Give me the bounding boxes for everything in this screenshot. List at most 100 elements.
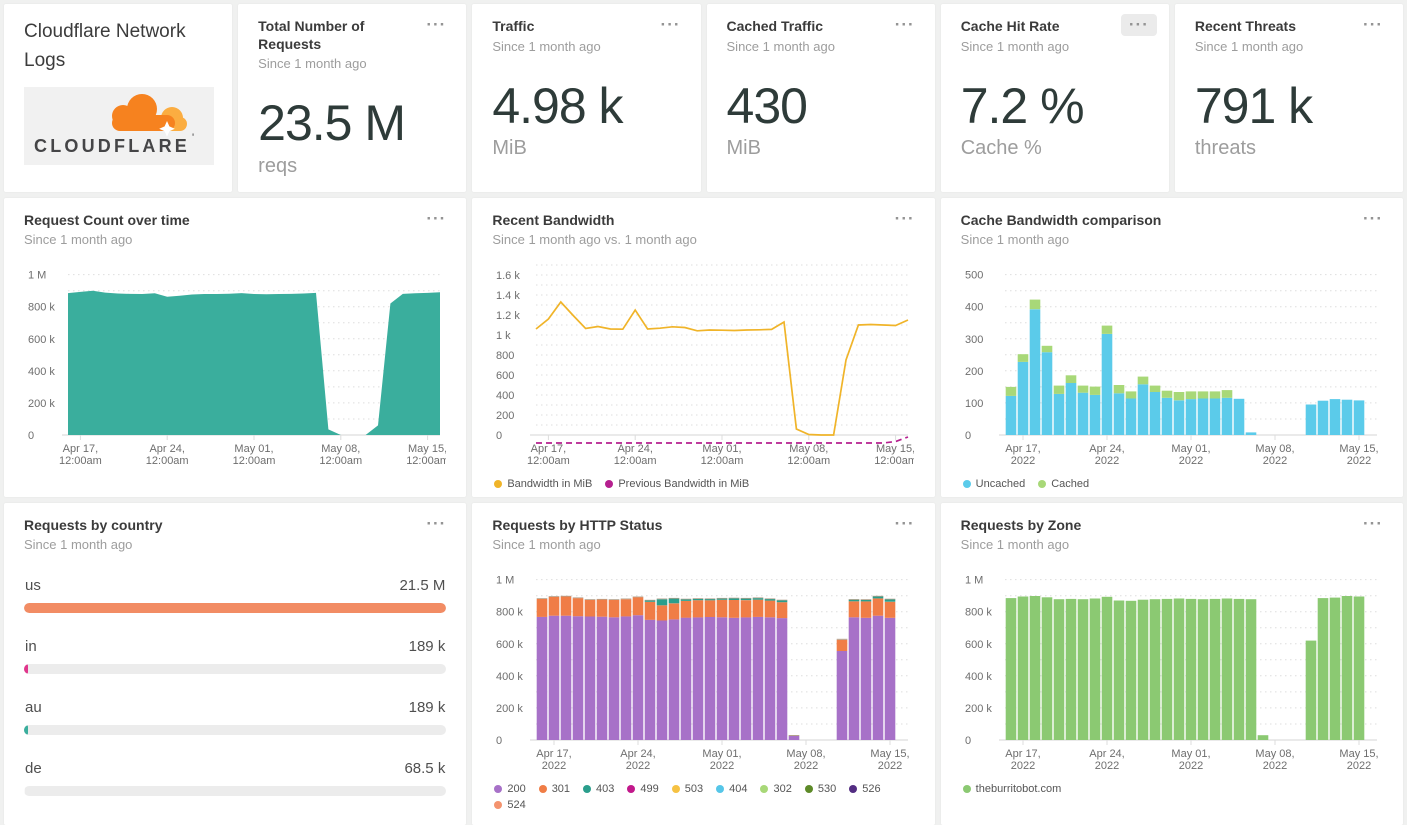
bar-segment <box>645 600 656 601</box>
legend-item-503[interactable]: 503 <box>672 783 703 795</box>
cloudflare-logo: CLOUDFLARE ' <box>24 87 214 165</box>
bar-segment <box>1185 599 1196 740</box>
legend-item-200[interactable]: 200 <box>494 783 525 795</box>
legend-item-524[interactable]: 524 <box>494 799 525 811</box>
bar-segment <box>1173 392 1184 400</box>
svg-text:2022: 2022 <box>878 760 902 772</box>
panel-menu-icon-hovered[interactable]: ··· <box>1121 14 1157 36</box>
bar-segment <box>561 616 572 740</box>
bar-segment <box>1017 362 1028 435</box>
panel-menu-icon[interactable]: ··· <box>1359 515 1387 533</box>
country-row-in[interactable]: in 189 k <box>24 638 446 674</box>
bar-segment <box>837 639 848 640</box>
bar-segment <box>1113 601 1124 741</box>
panel-menu-icon[interactable]: ··· <box>422 16 450 34</box>
panel-subtitle: Since 1 month ago <box>492 537 662 552</box>
bar-segment <box>1089 387 1100 395</box>
panel-menu-icon[interactable]: ··· <box>891 515 919 533</box>
panel-by-country: Requests by country Since 1 month ago ··… <box>4 503 466 825</box>
bar-segment <box>1341 596 1352 740</box>
bar-segment <box>1113 393 1124 435</box>
legend-item-301[interactable]: 301 <box>539 783 570 795</box>
bar-segment <box>765 598 776 599</box>
panel-recent-threats: Recent Threats Since 1 month ago ··· 791… <box>1175 4 1403 192</box>
svg-text:12:00am: 12:00am <box>875 455 915 467</box>
legend-item-Bandwidth in MiB[interactable]: Bandwidth in MiB <box>494 478 592 490</box>
svg-text:May 15,: May 15, <box>1339 443 1378 455</box>
bar-segment <box>873 616 884 740</box>
legend-item-theburritobot.com[interactable]: theburritobot.com <box>963 783 1062 795</box>
legend-item-526[interactable]: 526 <box>849 783 880 795</box>
country-row-de[interactable]: de 68.5 k <box>24 760 446 796</box>
bar-segment <box>1005 396 1016 435</box>
bar-segment <box>1341 400 1352 435</box>
bar-segment <box>1185 391 1196 399</box>
svg-text:0: 0 <box>496 430 502 442</box>
svg-text:May 01,: May 01, <box>703 443 742 455</box>
bar-segment <box>585 617 596 741</box>
bar-segment <box>705 617 716 740</box>
svg-text:2022: 2022 <box>1010 760 1034 772</box>
svg-text:2022: 2022 <box>1346 760 1370 772</box>
country-value: 21.5 M <box>399 577 445 594</box>
panel-menu-icon[interactable]: ··· <box>422 515 450 533</box>
bar-segment <box>537 598 548 599</box>
stat-value: 791 k <box>1195 80 1383 133</box>
svg-text:May 08,: May 08, <box>787 748 826 760</box>
bar-segment <box>1065 375 1076 383</box>
legend-item-530[interactable]: 530 <box>805 783 836 795</box>
bar-segment <box>1305 641 1316 740</box>
country-value: 189 k <box>409 638 446 655</box>
svg-text:12:00am: 12:00am <box>233 455 276 467</box>
legend-item-499[interactable]: 499 <box>627 783 658 795</box>
panel-subtitle: Since 1 month ago <box>961 537 1082 552</box>
panel-menu-icon[interactable]: ··· <box>657 16 685 34</box>
bar-segment <box>753 617 764 740</box>
bar-segment <box>597 600 608 617</box>
legend-item-Cached[interactable]: Cached <box>1038 478 1089 490</box>
bar-segment <box>1125 398 1136 435</box>
area-series <box>68 291 440 435</box>
country-row-us[interactable]: us 21.5 M <box>24 577 446 613</box>
legend-item-404[interactable]: 404 <box>716 783 747 795</box>
panel-menu-icon[interactable]: ··· <box>422 210 450 228</box>
bar-segment <box>1077 386 1088 393</box>
bar-segment <box>621 599 632 600</box>
bar-segment <box>657 599 668 605</box>
bar-segment <box>777 602 788 618</box>
bar-segment <box>621 599 632 616</box>
svg-text:Apr 17,: Apr 17, <box>1005 748 1040 760</box>
panel-menu-icon[interactable]: ··· <box>891 16 919 34</box>
country-row-au[interactable]: au 189 k <box>24 699 446 735</box>
bar-segment <box>1209 599 1220 740</box>
bar-segment <box>597 599 608 600</box>
panel-menu-icon[interactable]: ··· <box>1359 16 1387 34</box>
legend-item-Uncached[interactable]: Uncached <box>963 478 1026 490</box>
panel-menu-icon[interactable]: ··· <box>891 210 919 228</box>
http-status-legend: 200 301 403 499 503 404 302 530 526 524 <box>494 783 914 811</box>
bar-segment <box>1029 309 1040 435</box>
bar-segment <box>861 601 872 617</box>
svg-text:2022: 2022 <box>1178 760 1202 772</box>
panel-menu-icon[interactable]: ··· <box>1359 210 1387 228</box>
svg-text:2022: 2022 <box>1094 760 1118 772</box>
bar-segment <box>1101 334 1112 435</box>
bar-segment <box>861 618 872 740</box>
legend-item-Previous Bandwidth in MiB[interactable]: Previous Bandwidth in MiB <box>605 478 749 490</box>
legend-item-403[interactable]: 403 <box>583 783 614 795</box>
bar-segment <box>693 600 704 617</box>
bar-segment <box>1317 598 1328 740</box>
legend-item-302[interactable]: 302 <box>760 783 791 795</box>
bandwidth-legend: Bandwidth in MiB Previous Bandwidth in Mi… <box>494 478 914 490</box>
bar-segment <box>1233 399 1244 435</box>
bar-segment <box>1245 432 1256 435</box>
charts-row-2: Requests by country Since 1 month ago ··… <box>4 503 1403 825</box>
bar-segment <box>1209 398 1220 435</box>
cloudflare-logo-box: CLOUDFLARE ' <box>24 87 212 170</box>
